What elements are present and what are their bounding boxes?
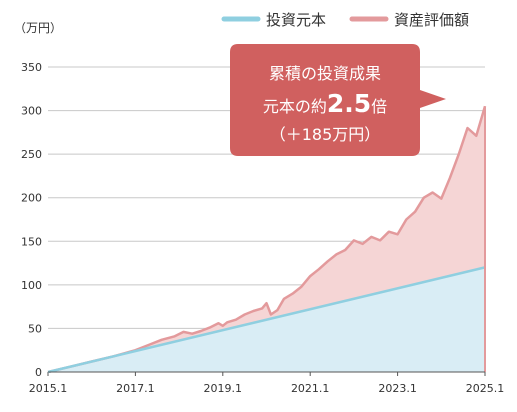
x-tick-label: 2019.1 (204, 382, 243, 395)
callout-line-2: 元本の約2.5倍 (263, 89, 387, 118)
x-axis-tick-labels: 2015.1 2017.1 2019.1 2021.1 2023.1 2025.1 (29, 372, 505, 395)
x-tick-label: 2015.1 (29, 382, 68, 395)
callout-line-2-prefix: 元本の約 (263, 97, 327, 116)
y-tick-label: 50 (28, 322, 42, 335)
callout-multiplier: 2.5 (327, 89, 371, 118)
principal-line (47, 266, 486, 374)
callout-line-1: 累積の投資成果 (269, 64, 381, 83)
legend: 投資元本 資産評価額 (221, 11, 469, 29)
legend-label-principal: 投資元本 (266, 11, 326, 29)
y-axis-tick-labels: 0 50 100 150 200 250 300 350 (21, 61, 42, 379)
legend-label-asset-value: 資産評価額 (394, 11, 469, 29)
callout: 累積の投資成果 元本の約2.5倍 （＋185万円） (230, 44, 446, 156)
y-tick-label: 300 (21, 105, 42, 118)
y-tick-label: 100 (21, 279, 42, 292)
y-tick-label: 200 (21, 192, 42, 205)
x-tick-label: 2023.1 (378, 382, 417, 395)
y-axis-unit-label: （万円） (14, 21, 62, 35)
asset-value-line (47, 105, 487, 374)
y-tick-label: 250 (21, 148, 42, 161)
y-tick-label: 350 (21, 61, 42, 74)
callout-line-3: （＋185万円） (270, 125, 381, 144)
callout-box (230, 44, 446, 156)
y-tick-label: 0 (35, 366, 42, 379)
callout-line-2-suffix: 倍 (371, 97, 387, 116)
y-tick-label: 150 (21, 235, 42, 248)
x-tick-label: 2017.1 (116, 382, 155, 395)
x-tick-label: 2021.1 (291, 382, 330, 395)
x-tick-label: 2025.1 (466, 382, 505, 395)
